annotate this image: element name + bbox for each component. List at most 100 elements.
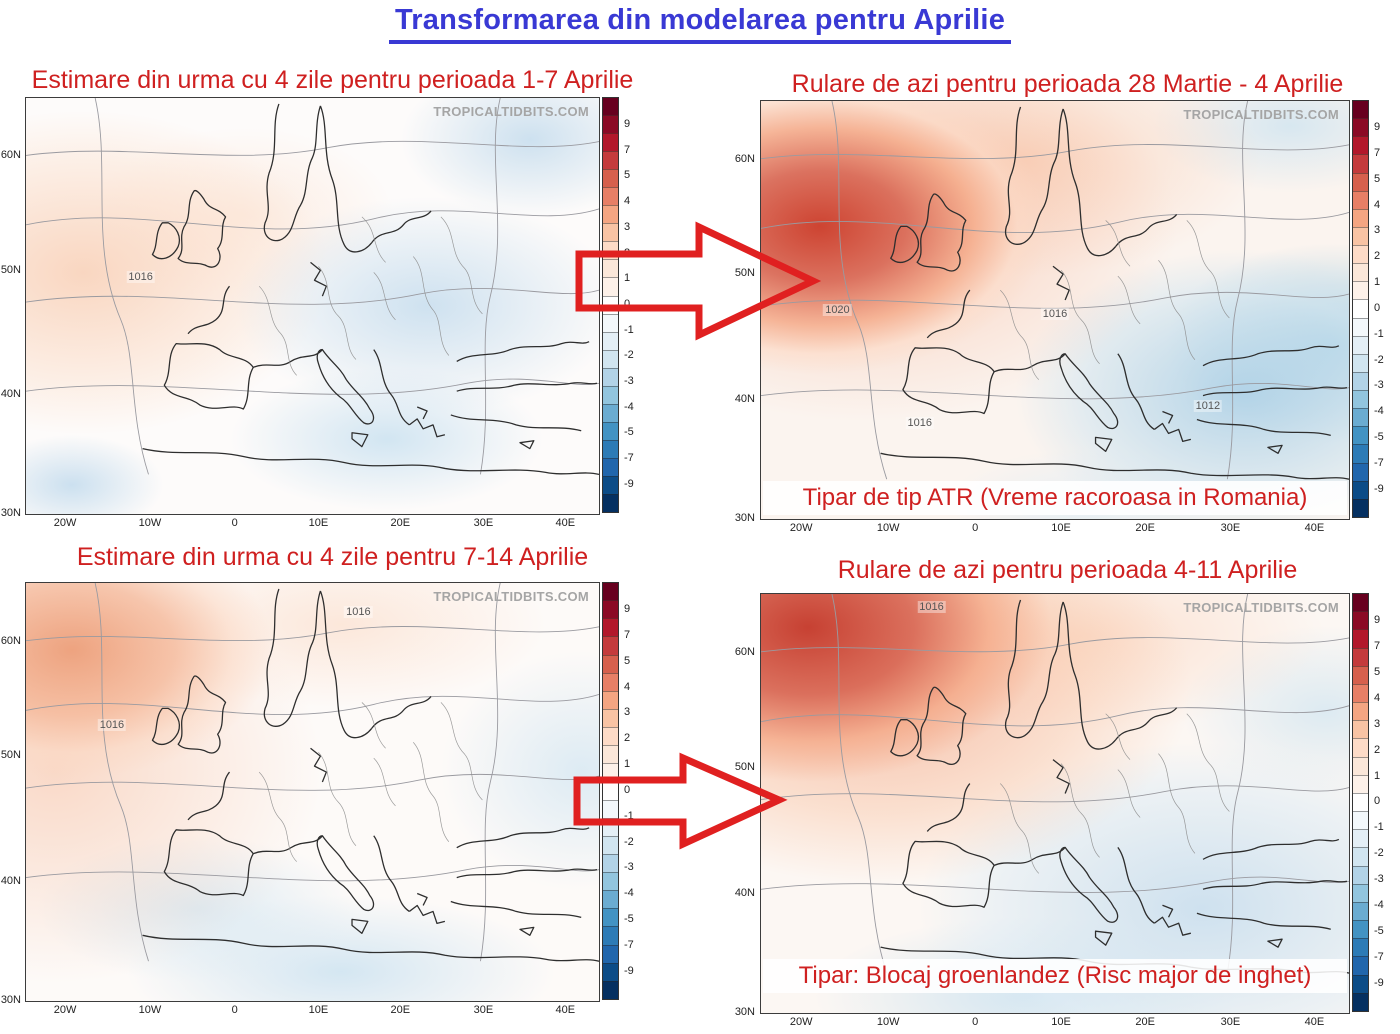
colorbar-cell [1353, 226, 1368, 245]
colorbar-tick-label: 4 [624, 195, 631, 208]
colorbar-tick-label: -4 [1374, 899, 1384, 912]
lon-tick-label: 0 [972, 1016, 979, 1028]
colorbar-tick-label: 0 [624, 783, 631, 796]
colorbar-cell [603, 259, 618, 278]
colorbar-cell [603, 908, 618, 927]
colorbar-tick-label: 3 [1374, 717, 1381, 730]
colorbar-tick-label: -5 [1374, 431, 1384, 444]
weather-map-top-right: TROPICALTIDBITS.COM 1020 1016 1016 1012 Tip… [760, 100, 1350, 520]
colorbar-tick-label: -9 [1374, 976, 1384, 989]
lon-tick-label: 20W [789, 1016, 813, 1028]
page-title: Transformarea din modelarea pentru April… [0, 4, 1400, 44]
lat-tick-label: 40N [734, 392, 755, 405]
colorbar-tick-label: 5 [624, 654, 631, 667]
watermark: TROPICALTIDBITS.COM [1183, 107, 1339, 122]
colorbar-cell [1353, 444, 1368, 463]
anomaly-field [26, 98, 599, 514]
colorbar-tick-label: -4 [1374, 405, 1384, 418]
colorbar-cell [1353, 938, 1368, 957]
colorbar-cell [1353, 702, 1368, 721]
colorbar-cell [603, 944, 618, 963]
pressure-label: 1012 [1193, 400, 1223, 413]
lat-tick-label: 60N [0, 634, 21, 647]
colorbar-tick-label: -5 [624, 913, 634, 926]
lon-tick-label: 40E [555, 517, 576, 529]
colorbar-tick-label: 9 [624, 603, 631, 616]
colorbar: 9 7 5 4 3 2 1 0 -1 -2 -3 -4 -5 -7 -9 [1352, 100, 1384, 518]
coastlines-overlay [761, 594, 1349, 1013]
colorbar-tick-label: 2 [1374, 743, 1381, 756]
colorbar-cell [1353, 611, 1368, 630]
colorbar-cell [603, 475, 618, 495]
colorbar-tick-label: -7 [624, 452, 634, 465]
colorbar: 9 7 5 4 3 2 1 0 -1 -2 -3 -4 -5 -7 -9 [602, 582, 634, 1000]
colorbar-cell [603, 636, 618, 655]
colorbar-cell [603, 313, 618, 332]
pressure-label: 1016 [905, 416, 934, 429]
anomaly-field [761, 101, 1349, 519]
colorbar-cell [603, 872, 618, 891]
colorbar-tick-label: 5 [624, 169, 631, 182]
colorbar-cell [1353, 245, 1368, 264]
colorbar-tick-label: -7 [1374, 456, 1384, 469]
colorbar-tick-label: -3 [1374, 873, 1384, 886]
lat-tick-label: 60N [734, 645, 755, 658]
lat-axis: 60N 50N 40N 30N [0, 582, 24, 1006]
colorbar-tick-label: -5 [1374, 924, 1384, 937]
colorbar-cell [1353, 480, 1368, 499]
colorbar-cell [1353, 208, 1368, 227]
coastlines-overlay [26, 98, 599, 514]
colorbar-cell [1353, 865, 1368, 884]
colorbar-cell [603, 727, 618, 746]
colorbar-tick-label: -4 [624, 887, 634, 900]
colorbar-cell [1353, 883, 1368, 902]
colorbar-cell [603, 205, 618, 224]
colorbar-tick-label: 0 [624, 297, 631, 310]
colorbar-tick-label: 4 [624, 680, 631, 693]
colorbar-cell [603, 169, 618, 188]
lon-tick-label: 30E [473, 517, 494, 529]
lon-tick-label: 20E [390, 1004, 411, 1016]
lon-tick-label: 10E [1051, 1016, 1071, 1028]
colorbar-tick-label: -3 [624, 861, 634, 874]
colorbar: 9 7 5 4 3 2 1 0 -1 -2 -3 -4 -5 -7 -9 [602, 97, 634, 513]
colorbar-tick-label: -9 [624, 477, 634, 490]
colorbar-cell [1353, 629, 1368, 648]
colorbar-cell [1353, 847, 1368, 866]
colorbar-tick-label: 1 [1374, 769, 1381, 782]
colorbar-cell [603, 331, 618, 350]
colorbar-cell [603, 583, 618, 601]
colorbar-tick-label: 3 [624, 220, 631, 233]
colorbar-cell [603, 835, 618, 854]
lon-tick-label: 40E [555, 1004, 576, 1016]
lon-tick-label: 0 [972, 522, 979, 534]
watermark: TROPICALTIDBITS.COM [433, 104, 589, 119]
lon-tick-label: 10W [138, 1004, 162, 1016]
colorbar-cells [602, 582, 619, 1000]
lat-axis: 60N 50N 40N 30N [734, 100, 758, 524]
colorbar-tick-label: 5 [1374, 666, 1381, 678]
colorbar-cell [1353, 299, 1368, 318]
colorbar-cell [603, 115, 618, 134]
lon-tick-label: 20E [1135, 1016, 1155, 1028]
colorbar-cell [1353, 683, 1368, 703]
lon-axis: 20W 10W 0 10E 20E 30E 40E [760, 519, 1348, 539]
pressure-label: 1016 [917, 600, 946, 613]
page-title-text: Transformarea din modelarea pentru April… [388, 4, 1012, 44]
weather-map-bottom-right: TROPICALTIDBITS.COM 1016 Tipar: Blocaj g… [760, 593, 1350, 1014]
lon-tick-label: 20W [53, 517, 77, 529]
colorbar-tick-label: -1 [1374, 327, 1384, 340]
colorbar-tick-label: 9 [624, 118, 631, 131]
colorbar-cell [1353, 992, 1368, 1011]
colorbar-tick-label: -9 [624, 964, 634, 977]
colorbar-cell [603, 890, 618, 909]
colorbar-tick-label: -1 [624, 323, 634, 336]
colorbar-tick-label: -2 [1374, 353, 1384, 366]
colorbar-tick-label: -1 [1374, 821, 1384, 834]
lat-tick-label: 60N [0, 149, 21, 162]
colorbar-cell [1353, 190, 1368, 209]
lat-axis: 60N 50N 40N 30N [0, 97, 24, 519]
colorbar-cell [603, 962, 618, 981]
lon-tick-label: 10E [308, 517, 329, 529]
lat-tick-label: 50N [0, 749, 21, 762]
